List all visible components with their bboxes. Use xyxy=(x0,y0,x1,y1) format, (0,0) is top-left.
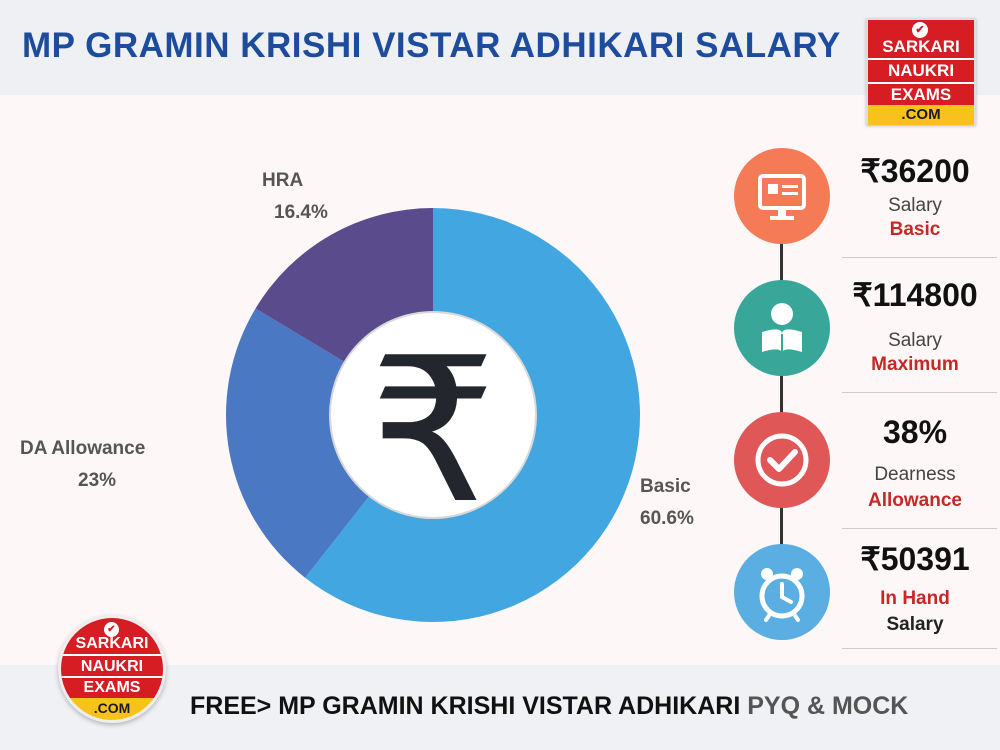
divider xyxy=(842,257,997,258)
rupee-symbol: ₹ xyxy=(369,315,496,548)
basic-salary-line1: Salary xyxy=(888,195,942,216)
badge-text-3: EXAMS xyxy=(61,676,163,698)
slice-label-basic: Basic xyxy=(640,476,691,497)
check-icon: ✔ xyxy=(912,22,928,38)
footer-bar: FREE> MP GRAMIN KRISHI VISTAR ADHIKARI P… xyxy=(0,665,1000,750)
in-hand-amount: ₹50391 xyxy=(860,541,970,577)
da-line2: Allowance xyxy=(868,490,962,511)
footer-main-text: FREE> MP GRAMIN KRISHI VISTAR ADHIKARI xyxy=(190,692,741,720)
logo-text-3: EXAMS xyxy=(868,82,974,105)
slice-value-basic: 60.6% xyxy=(640,508,694,529)
slice-value-da: 23% xyxy=(78,470,117,491)
checkmark-icon xyxy=(734,412,830,508)
salary-donut-chart: ₹ xyxy=(225,208,640,622)
footer-suffix-text: PYQ & MOCK xyxy=(747,692,909,720)
reading-person-icon xyxy=(734,280,830,376)
divider xyxy=(842,648,997,649)
logo-text-4: .COM xyxy=(868,105,974,125)
site-logo[interactable]: ✔ SARKARI NAUKRI EXAMS .COM xyxy=(866,18,976,125)
basic-salary-amount: ₹36200 xyxy=(860,153,970,189)
divider xyxy=(842,392,997,393)
logo-text-1: SARKARI xyxy=(882,37,960,56)
slice-label-da: DA Allowance xyxy=(20,438,146,459)
donut-center xyxy=(329,311,537,519)
certificate-screen-icon xyxy=(734,148,830,244)
site-badge-logo[interactable]: ✔ SARKARI NAUKRI EXAMS .COM xyxy=(58,615,166,723)
max-salary-line2: Maximum xyxy=(871,354,959,375)
logo-text-2: NAUKRI xyxy=(868,58,974,82)
slice-label-hra: HRA xyxy=(262,170,304,191)
max-salary-amount: ₹114800 xyxy=(852,277,978,313)
timeline-line xyxy=(780,190,783,630)
max-salary-line1: Salary xyxy=(888,330,942,351)
pie-slice-da-allowance xyxy=(225,308,433,578)
in-hand-line1: In Hand xyxy=(880,588,950,609)
divider xyxy=(842,528,997,529)
da-percent: 38% xyxy=(882,414,948,450)
basic-salary-line2: Basic xyxy=(889,219,941,240)
alarm-clock-icon xyxy=(734,544,830,640)
header-bar: MP GRAMIN KRISHI VISTAR ADHIKARI SALARY xyxy=(0,0,1000,95)
slice-value-hra: 16.4% xyxy=(274,202,328,223)
salary-stats-panel: ₹36200 Salary Basic ₹114800 Salary Maxim… xyxy=(720,140,1000,660)
page-title: MP GRAMIN KRISHI VISTAR ADHIKARI SALARY xyxy=(22,26,841,65)
badge-text-4: .COM xyxy=(61,698,163,720)
footer-link[interactable]: FREE> MP GRAMIN KRISHI VISTAR ADHIKARI P… xyxy=(190,692,908,721)
da-line1: Dearness xyxy=(874,464,956,485)
in-hand-line2: Salary xyxy=(886,614,944,635)
check-icon: ✔ xyxy=(104,622,119,637)
badge-text-1: SARKARI xyxy=(75,635,149,652)
badge-text-2: NAUKRI xyxy=(61,654,163,676)
